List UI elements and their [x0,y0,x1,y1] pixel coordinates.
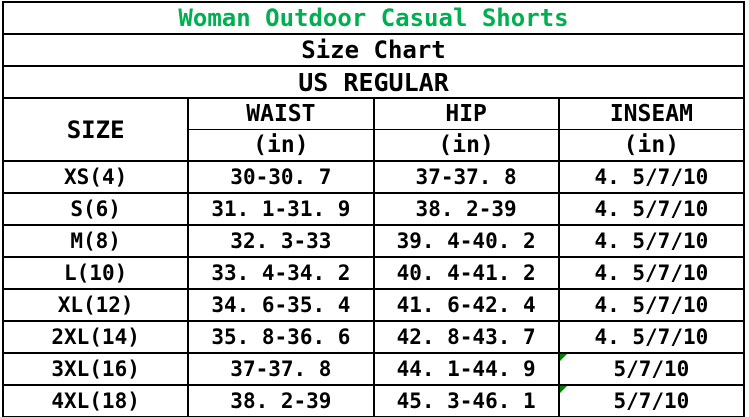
row-size-label: L(10) [1,256,190,290]
waist-value: 38. 2-39 [187,384,375,417]
inseam-value-flagged: 5/7/10 [557,352,746,386]
row-size-label: M(8) [1,224,190,258]
column-unit-hip: (in) [372,129,560,162]
inseam-value: 4. 5/7/10 [557,320,746,354]
chart-subtitle-row: Size Chart [2,33,745,67]
row-size-label: XS(4) [1,160,190,194]
column-header-inseam: INSEAM [557,97,746,130]
waist-value: 30-30. 7 [187,160,375,194]
waist-value: 34. 6-35. 4 [187,288,375,322]
table-row: 4XL(18) 38. 2-39 45. 3-46. 1 5/7/10 [1,384,746,417]
inseam-value-flagged: 5/7/10 [557,384,746,417]
row-size-label: 2XL(14) [1,320,190,354]
table-row: 2XL(14) 35. 8-36. 6 42. 8-43. 7 4. 5/7/10 [1,320,746,354]
row-size-label: 3XL(16) [1,352,190,386]
column-header-row: SIZE WAIST HIP INSEAM [1,97,746,162]
hip-value: 44. 1-44. 9 [372,352,560,386]
waist-value: 32. 3-33 [187,224,375,258]
product-title: Woman Outdoor Casual Shorts [2,1,745,35]
column-header-waist: WAIST [187,97,375,130]
hip-value: 45. 3-46. 1 [372,384,560,417]
row-size-label: S(6) [1,192,190,226]
hip-value: 41. 6-42. 4 [372,288,560,322]
waist-value: 35. 8-36. 6 [187,320,375,354]
column-unit-waist: (in) [187,129,375,162]
table-row: L(10) 33. 4-34. 2 40. 4-41. 2 4. 5/7/10 [1,256,746,290]
fit-label-row: US REGULAR [2,65,745,99]
hip-value: 40. 4-41. 2 [372,256,560,290]
column-header-hip: HIP [372,97,560,130]
inseam-value: 4. 5/7/10 [557,192,746,226]
row-size-label: 4XL(18) [1,384,190,417]
waist-value: 31. 1-31. 9 [187,192,375,226]
row-size-label: XL(12) [1,288,190,322]
hip-value: 42. 8-43. 7 [372,320,560,354]
waist-value: 33. 4-34. 2 [187,256,375,290]
inseam-value: 4. 5/7/10 [557,288,746,322]
product-title-row: Woman Outdoor Casual Shorts [2,1,745,35]
table-row: M(8) 32. 3-33 39. 4-40. 2 4. 5/7/10 [1,224,746,258]
inseam-value: 4. 5/7/10 [557,256,746,290]
fit-label: US REGULAR [2,65,745,99]
table-row: XL(12) 34. 6-35. 4 41. 6-42. 4 4. 5/7/10 [1,288,746,322]
hip-value: 39. 4-40. 2 [372,224,560,258]
size-rows: XS(4) 30-30. 7 37-37. 8 4. 5/7/10 S(6) 31. 1-… [1,160,746,417]
inseam-value: 4. 5/7/10 [557,224,746,258]
inseam-value: 4. 5/7/10 [557,160,746,194]
table-row: 3XL(16) 37-37. 8 44. 1-44. 9 5/7/10 [1,352,746,386]
chart-subtitle: Size Chart [2,33,745,67]
column-header-size: SIZE [1,97,190,162]
table-row: S(6) 31. 1-31. 9 38. 2-39 4. 5/7/10 [1,192,746,226]
hip-value: 38. 2-39 [372,192,560,226]
column-unit-inseam: (in) [557,129,746,162]
hip-value: 37-37. 8 [372,160,560,194]
column-unit-row: (in) (in) (in) [3,129,746,162]
table-row: XS(4) 30-30. 7 37-37. 8 4. 5/7/10 [1,160,746,194]
waist-value: 37-37. 8 [187,352,375,386]
size-chart-header: Woman Outdoor Casual Shorts Size Chart U… [1,1,746,162]
